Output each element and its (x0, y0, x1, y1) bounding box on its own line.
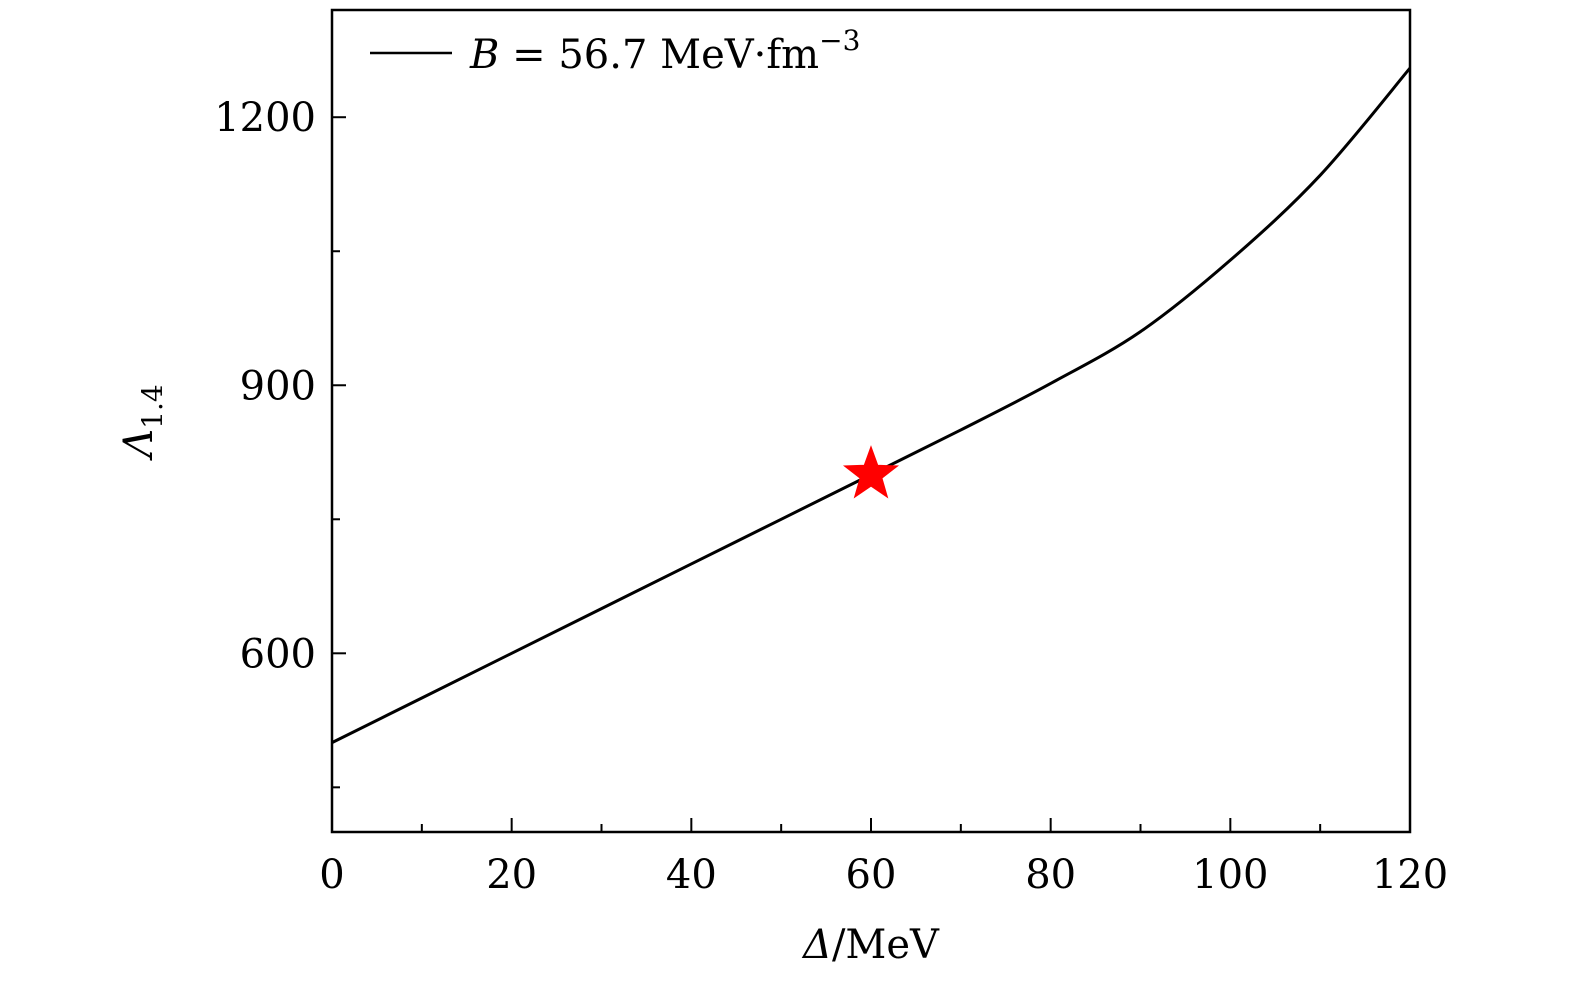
star-marker (842, 445, 900, 499)
y-tick-label: 1200 (214, 95, 316, 141)
y-tick-label: 900 (240, 363, 316, 409)
legend: B = 56.7 MeV·fm−3 (370, 24, 860, 78)
y-axis: 600 900 1200 (214, 95, 346, 789)
x-tick-label: 80 (1025, 852, 1076, 898)
marker-layer (842, 445, 900, 499)
plot-frame (330, 8, 1412, 834)
x-tick-label: 40 (666, 852, 717, 898)
x-axis: 0 20 40 60 80 100 120 (319, 818, 1448, 898)
legend-label: B = 56.7 MeV·fm−3 (469, 24, 860, 78)
x-tick-label: 100 (1192, 852, 1268, 898)
series-line (331, 67, 1412, 744)
x-tick-label: 0 (319, 852, 344, 898)
series-layer (331, 67, 1412, 744)
y-axis-title: Λ1.4 (116, 384, 169, 461)
x-tick-label: 120 (1372, 852, 1448, 898)
x-tick-label: 60 (846, 852, 897, 898)
y-tick-label: 600 (240, 631, 316, 677)
x-axis-title: Δ/MeV (801, 922, 940, 968)
x-tick-label: 20 (486, 852, 537, 898)
